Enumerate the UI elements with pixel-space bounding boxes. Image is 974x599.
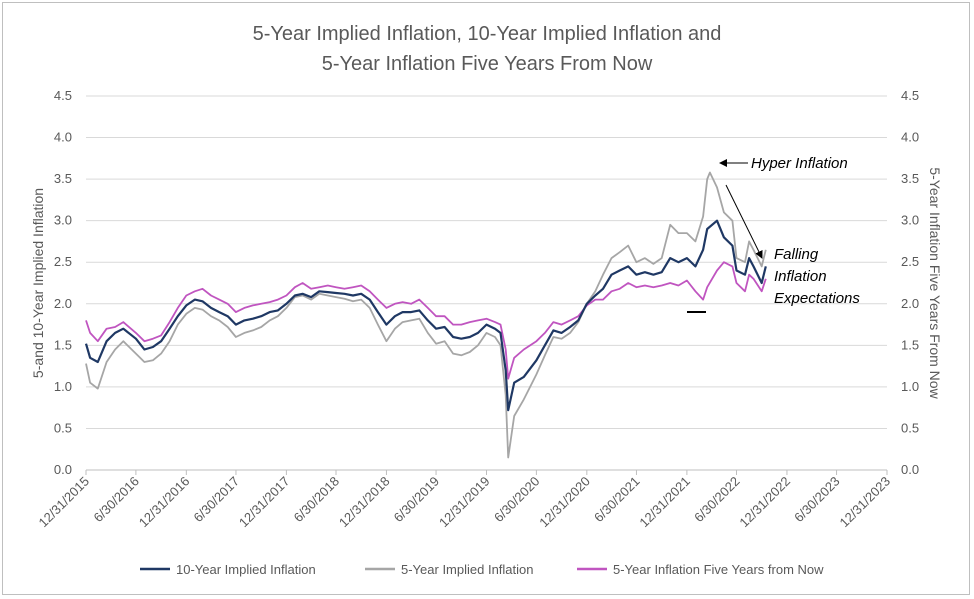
y-left-tick-label: 0.0 (54, 462, 72, 477)
y-axis-left-title: 5-and 10-Year Implied Inflation (30, 188, 46, 378)
y-right-tick-label: 0.0 (901, 462, 919, 477)
legend: 10-Year Implied Inflation 5-Year Implied … (140, 562, 824, 577)
y-right-tick-label: 2.5 (901, 254, 919, 269)
x-tick-label: 6/30/2021 (591, 474, 643, 526)
x-tick-label: 6/30/2023 (791, 474, 843, 526)
legend-label-1: 5-Year Implied Inflation (401, 562, 534, 577)
y-right-tick-label: 4.0 (901, 130, 919, 145)
y-axis-left: 0.0 0.5 1.0 1.5 2.0 2.5 3.0 3.5 4.0 4.5 (54, 88, 72, 477)
x-tick-label: 6/30/2018 (291, 474, 343, 526)
series-line-1 (85, 171, 767, 459)
series-line-2 (85, 261, 767, 380)
chart-title-line2: 5-Year Inflation Five Years From Now (322, 53, 653, 75)
x-tick-label: 6/30/2020 (491, 474, 543, 526)
x-tick-label: 12/31/2016 (136, 474, 193, 531)
y-left-tick-label: 2.5 (54, 254, 72, 269)
x-tick-label: 12/31/2018 (336, 474, 393, 531)
annotation-falling-2: Inflation (774, 268, 827, 285)
x-tick-label: 6/30/2019 (391, 474, 443, 526)
x-tick-label: 12/31/2019 (436, 474, 493, 531)
gridlines (86, 95, 887, 471)
y-left-tick-label: 0.5 (54, 420, 72, 435)
y-right-tick-label: 4.5 (901, 88, 919, 103)
annotations: Hyper Inflation Falling Inflation Expect… (687, 155, 860, 313)
y-right-tick-label: 3.5 (901, 171, 919, 186)
y-left-tick-label: 2.0 (54, 296, 72, 311)
legend-label-2: 5-Year Inflation Five Years from Now (613, 562, 824, 577)
x-tick-label: 6/30/2016 (91, 474, 143, 526)
y-right-tick-label: 3.0 (901, 213, 919, 228)
y-left-tick-label: 3.0 (54, 213, 72, 228)
y-right-tick-label: 2.0 (901, 296, 919, 311)
y-axis-right: 0.0 0.5 1.0 1.5 2.0 2.5 3.0 3.5 4.0 4.5 (901, 88, 919, 477)
x-tick-label: 12/31/2022 (736, 474, 793, 531)
x-tick-label: 6/30/2022 (691, 474, 743, 526)
annotation-arrow-falling (725, 184, 763, 259)
annotation-falling-3: Expectations (774, 290, 860, 307)
annotation-hyper-inflation: Hyper Inflation (751, 155, 848, 172)
x-tick-label: 12/31/2015 (35, 474, 92, 531)
y-right-tick-label: 1.0 (901, 379, 919, 394)
y-right-tick-label: 1.5 (901, 337, 919, 352)
x-tick-label: 12/31/2021 (636, 474, 693, 531)
y-axis-right-title: 5-Year Inflation Five Years From Now (927, 167, 943, 399)
series-lines (84, 171, 767, 459)
y-left-tick-label: 4.0 (54, 130, 72, 145)
y-left-tick-label: 4.5 (54, 88, 72, 103)
y-left-tick-label: 1.0 (54, 379, 72, 394)
x-tick-label: 12/31/2017 (236, 474, 293, 531)
annotation-falling-1: Falling (774, 246, 819, 263)
x-tick-label: 6/30/2017 (191, 474, 243, 526)
y-left-tick-label: 3.5 (54, 171, 72, 186)
x-tick-label: 12/31/2020 (536, 474, 593, 531)
legend-label-0: 10-Year Implied Inflation (176, 562, 316, 577)
x-axis: 12/31/20156/30/201612/31/20166/30/201712… (35, 470, 893, 530)
chart-title-line1: 5-Year Implied Inflation, 10-Year Implie… (253, 23, 722, 45)
y-right-tick-label: 0.5 (901, 420, 919, 435)
x-tick-label: 12/31/2023 (836, 474, 893, 531)
series-line-0 (84, 219, 767, 412)
y-left-tick-label: 1.5 (54, 337, 72, 352)
